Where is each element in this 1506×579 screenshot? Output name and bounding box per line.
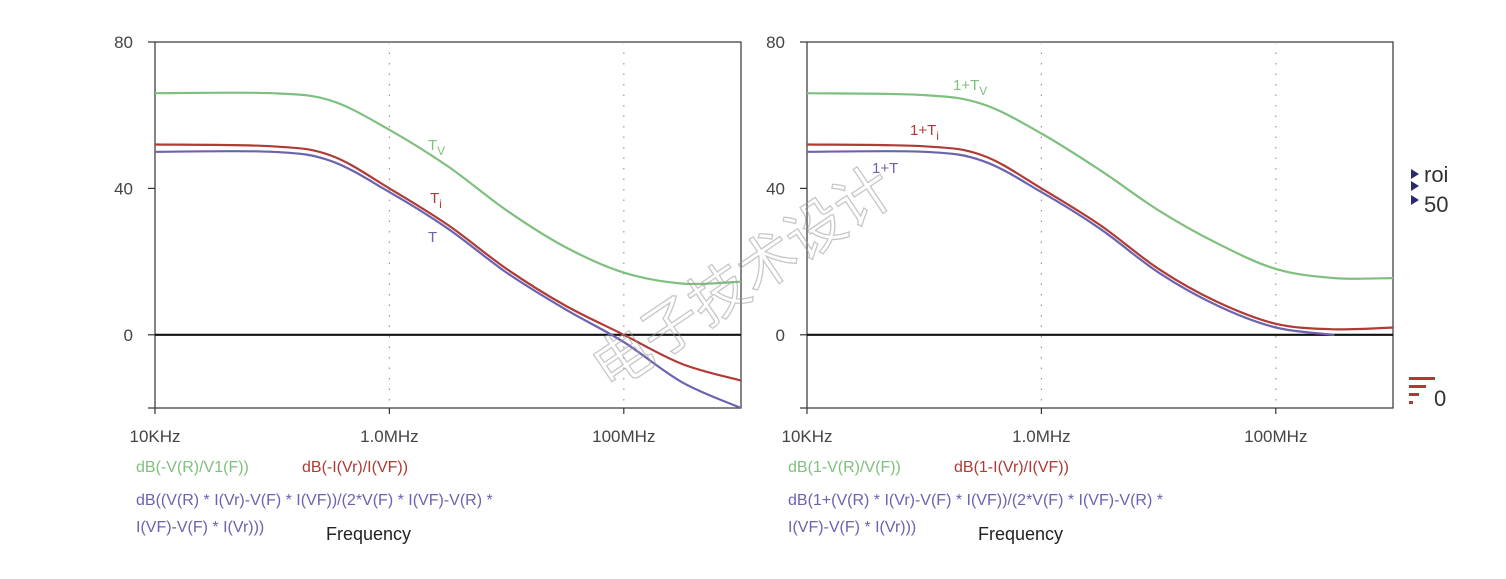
- legend-entry: dB(1-I(Vr)/I(VF)): [954, 459, 1069, 476]
- series-line-t-i: [155, 143, 741, 382]
- curve-label: 1+Ti: [910, 122, 939, 143]
- legend-entry: dB(-V(R)/V1(F)): [136, 459, 249, 476]
- curve-label: 1+T: [872, 160, 898, 177]
- triangle-marker-icon: [1411, 181, 1419, 191]
- y-tick-label: 0: [776, 326, 785, 345]
- left-chart: 10KHz 1.0MHz 100MHz 80 40 0 TV Ti TdB(-V(R)/V1(F…: [114, 33, 742, 544]
- series-line-1-t: [807, 150, 1335, 336]
- legend-entry: dB(1+(V(R) * I(Vr)-V(F) * I(VF))/(2*V(F)…: [788, 492, 1163, 509]
- x-axis-label: Frequency: [978, 524, 1063, 544]
- x-tick-label: 100MHz: [1244, 427, 1307, 446]
- watermark: 电子技术设计: [580, 153, 907, 404]
- legend-entry: I(VF)-V(F) * I(Vr))): [788, 519, 916, 536]
- bars-icon: [1409, 377, 1435, 404]
- right-chart: 10KHz 1.0MHz 100MHz 80 40 0 1+TV 1+Ti 1+T dB(1-V(…: [766, 33, 1394, 544]
- side-labels: roi 50 0: [1409, 162, 1448, 411]
- y-tick-label: 80: [766, 33, 785, 52]
- x-axis-label: Frequency: [326, 524, 411, 544]
- legend-entry: I(VF)-V(F) * I(Vr))): [136, 519, 264, 536]
- y-tick-label: 40: [114, 179, 133, 198]
- series-line-t-v: [155, 91, 741, 286]
- curve-label: Ti: [430, 190, 442, 211]
- series-line-t: [155, 150, 741, 408]
- curve-label: 1+TV: [953, 77, 987, 98]
- series-line-1-t-i: [807, 143, 1393, 331]
- x-tick-label: 10KHz: [781, 427, 832, 446]
- x-tick-label: 100MHz: [592, 427, 655, 446]
- x-tick-label: 1.0MHz: [360, 427, 419, 446]
- side-label-bottom: 0: [1434, 386, 1446, 411]
- side-label-top: roi: [1424, 162, 1448, 187]
- legend-entry: dB(-I(Vr)/I(VF)): [302, 459, 408, 476]
- series-line-1-t-v: [807, 92, 1393, 280]
- y-tick-label: 80: [114, 33, 133, 52]
- legend-entry: dB((V(R) * I(Vr)-V(F) * I(VF))/(2*V(F) *…: [136, 492, 493, 509]
- y-tick-label: 0: [124, 326, 133, 345]
- y-tick-label: 40: [766, 179, 785, 198]
- x-tick-label: 10KHz: [129, 427, 180, 446]
- curve-label: TV: [428, 137, 445, 158]
- x-tick-label: 1.0MHz: [1012, 427, 1071, 446]
- legend-entry: dB(1-V(R)/V(F)): [788, 459, 901, 476]
- curve-label: T: [428, 229, 437, 246]
- side-label-mid: 50: [1424, 192, 1448, 217]
- triangle-marker-icon: [1411, 169, 1419, 179]
- triangle-marker-icon: [1411, 195, 1419, 205]
- plot-frame: [806, 41, 1394, 409]
- plot-frame: [154, 41, 742, 409]
